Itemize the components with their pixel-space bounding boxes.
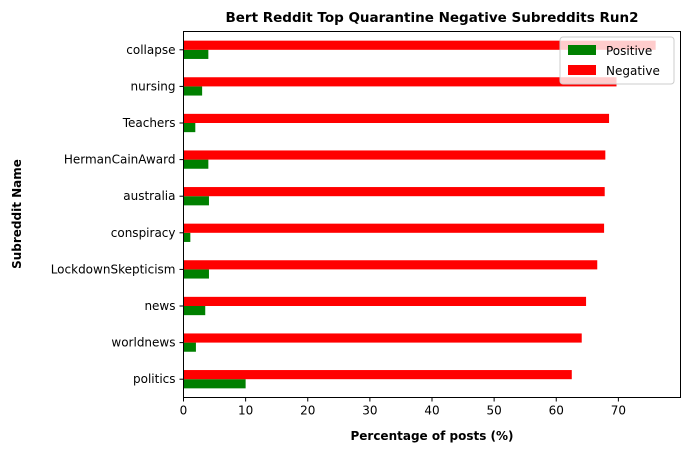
bar-positive-lockdownskepticism [183,269,209,279]
y-tick-label: Teachers [122,116,176,130]
x-tick-label: 30 [362,404,377,418]
bar-negative-politics [183,370,572,380]
bar-negative-worldnews [183,333,582,343]
bar-positive-conspiracy [183,232,191,242]
legend-swatch-positive [568,45,596,55]
bar-negative-news [183,296,587,306]
bars-layer [183,40,656,389]
y-tick-label: HermanCainAward [64,153,176,167]
y-tick-label: collapse [126,43,175,57]
x-tick-label: 10 [238,404,253,418]
x-tick-label: 50 [486,404,501,418]
bar-negative-nursing [183,77,617,87]
bar-negative-lockdownskepticism [183,260,598,270]
x-tick-label: 20 [300,404,315,418]
bar-positive-politics [183,379,246,389]
legend-swatch-negative [568,65,596,75]
legend-label-positive: Positive [606,44,652,58]
y-tick-label: LockdownSkepticism [51,262,176,276]
chart-title: Bert Reddit Top Quarantine Negative Subr… [225,10,638,26]
bar-negative-hermancainaward [183,150,606,160]
bar-negative-collapse [183,40,656,50]
bar-positive-worldnews [183,342,196,352]
bar-positive-australia [183,196,209,206]
legend-label-negative: Negative [606,64,660,78]
bar-positive-collapse [183,49,209,59]
y-tick-label: politics [133,372,176,386]
y-axis-label: Subreddit Name [10,159,24,269]
plot-frame [183,31,681,398]
y-tick-label: australia [123,189,175,203]
bar-positive-hermancainaward [183,159,209,169]
legend: Positive Negative [559,36,675,85]
bar-positive-nursing [183,86,203,96]
bar-positive-news [183,306,206,316]
y-tick-label: news [144,299,175,313]
y-tick-label: conspiracy [111,226,176,240]
bar-negative-teachers [183,113,610,123]
x-tick-label: 70 [611,404,626,418]
x-axis: 0 10 20 30 40 50 60 70 [180,397,626,418]
x-tick-label: 40 [424,404,439,418]
bar-negative-conspiracy [183,223,605,233]
y-axis: collapse nursing Teachers HermanCainAward au… [51,43,184,386]
y-tick-label: worldnews [111,336,175,350]
bar-negative-australia [183,187,605,197]
y-tick-label: nursing [131,79,176,93]
x-axis-label: Percentage of posts (%) [350,429,513,443]
bar-positive-teachers [183,123,196,133]
x-tick-label: 60 [549,404,564,418]
x-tick-label: 0 [180,404,188,418]
